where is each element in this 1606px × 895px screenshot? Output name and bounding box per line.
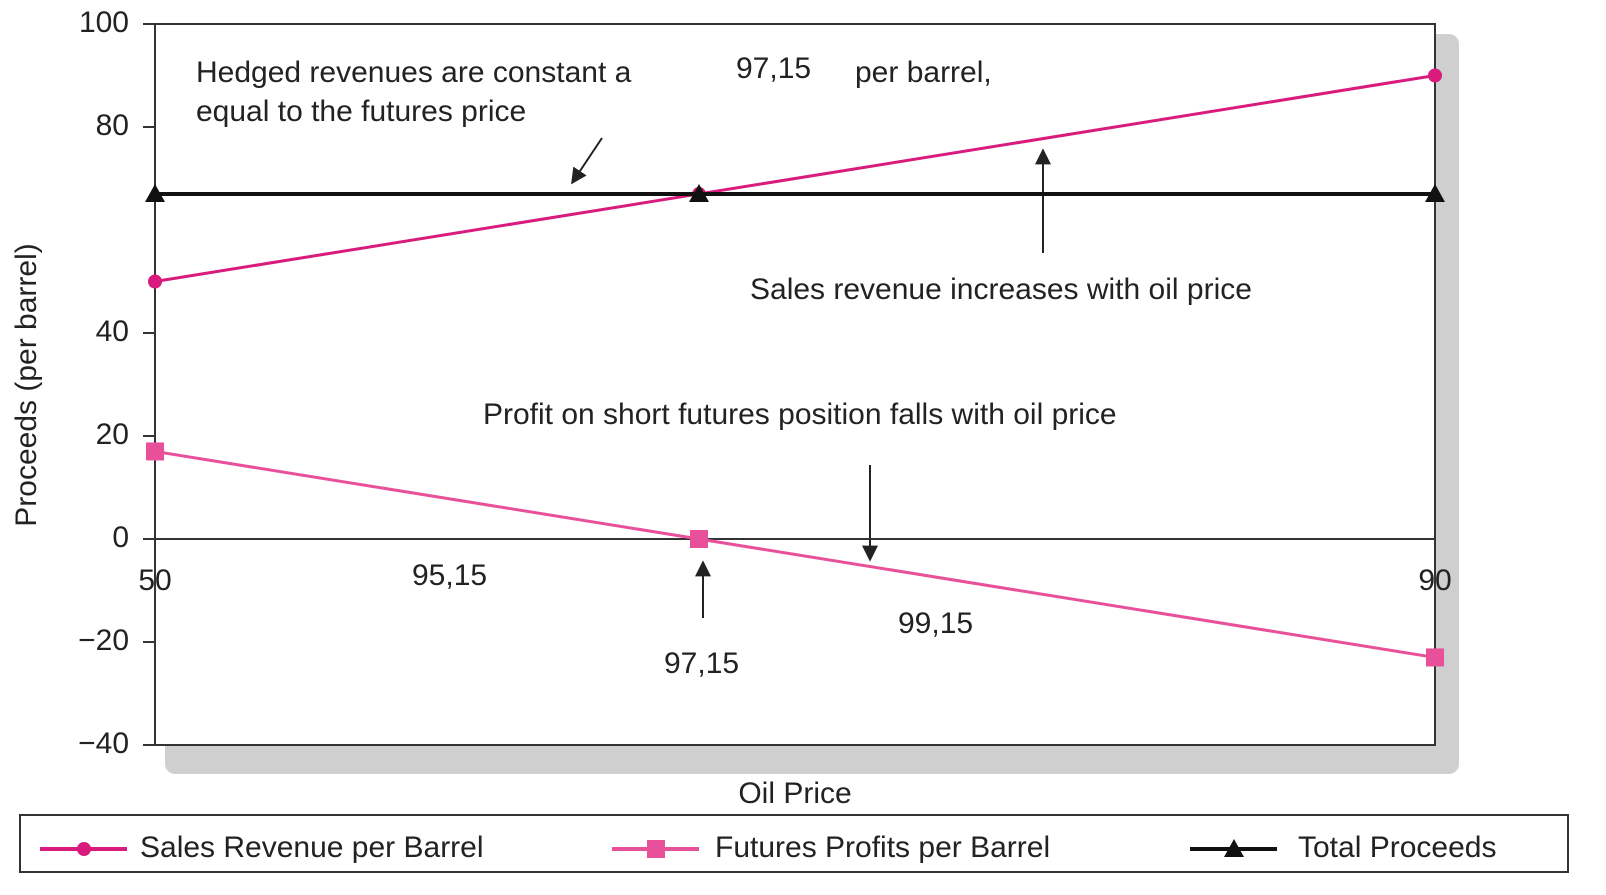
point <box>690 530 708 548</box>
y-tick-label: 40 <box>96 315 129 348</box>
annotation: equal to the futures price <box>196 95 526 128</box>
y-tick-label: −40 <box>78 727 129 760</box>
point <box>145 183 165 202</box>
x-tick-label: 50 <box>138 564 171 597</box>
legend-label: Total Proceeds <box>1298 831 1496 864</box>
point <box>1428 68 1442 83</box>
point <box>1426 648 1444 667</box>
legend-marker <box>1224 839 1244 857</box>
y-tick-label: 80 <box>96 109 129 142</box>
plot-frame <box>154 23 1436 746</box>
annotation: Profit on short futures position falls w… <box>483 398 1117 431</box>
legend-box <box>19 814 1569 873</box>
x-axis-label: Oil Price <box>738 777 851 810</box>
y-tick-label: 20 <box>96 418 129 451</box>
legend-marker <box>77 842 91 856</box>
annotation: Hedged revenues are constant a <box>196 56 632 89</box>
annotation: Sales revenue increases with oil price <box>750 273 1252 306</box>
point <box>146 442 164 461</box>
annotation: 99,15 <box>898 607 973 640</box>
x-tick-label: 90 <box>1418 564 1451 597</box>
y-axis-label: Proceeds (per barrel) <box>10 243 43 526</box>
annotation: 97,15 <box>736 52 811 85</box>
annotation: 95,15 <box>412 559 487 592</box>
annotation: 97,15 <box>664 647 739 680</box>
y-tick-label: −20 <box>78 624 129 657</box>
y-tick-label: 100 <box>79 6 129 39</box>
y-tick-label: 0 <box>112 521 129 554</box>
arrow <box>571 137 603 185</box>
annotation: per barrel, <box>855 56 992 89</box>
legend-label: Sales Revenue per Barrel <box>140 831 484 864</box>
point <box>148 274 162 289</box>
legend-marker <box>647 840 665 858</box>
legend-label: Futures Profits per Barrel <box>715 831 1050 864</box>
point <box>1425 183 1445 202</box>
point <box>689 183 709 202</box>
